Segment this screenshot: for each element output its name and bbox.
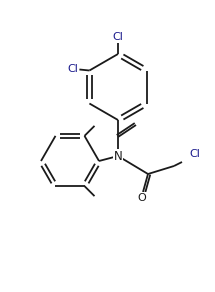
Text: N: N [114, 150, 122, 163]
Text: Cl: Cl [113, 32, 123, 42]
Text: Cl: Cl [67, 63, 78, 74]
Text: Cl: Cl [190, 149, 200, 159]
Text: O: O [138, 193, 146, 203]
